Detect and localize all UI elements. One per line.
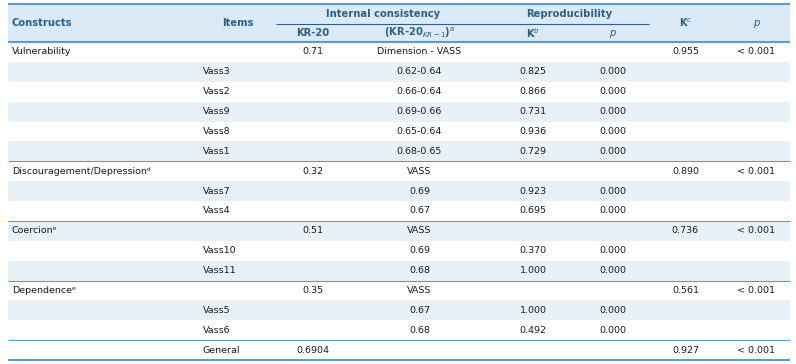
Text: 0.000: 0.000 (599, 147, 626, 156)
Text: Vass1: Vass1 (203, 147, 231, 156)
Text: 0.729: 0.729 (520, 147, 547, 156)
Text: 0.69: 0.69 (409, 246, 430, 255)
Text: 1.000: 1.000 (520, 266, 547, 275)
Text: 0.927: 0.927 (672, 345, 699, 355)
Bar (8, 181, 790, 201)
Text: 0.000: 0.000 (599, 246, 626, 255)
Text: < 0.001: < 0.001 (737, 345, 775, 355)
Text: Discouragement/Depressionᵈ: Discouragement/Depressionᵈ (12, 167, 150, 176)
Text: 0.32: 0.32 (302, 167, 323, 176)
Text: 0.69: 0.69 (409, 187, 430, 195)
Bar (8, 102, 790, 122)
Text: 0.731: 0.731 (520, 107, 547, 116)
Text: 0.67: 0.67 (409, 206, 430, 215)
Text: < 0.001: < 0.001 (737, 226, 775, 235)
Text: 0.561: 0.561 (672, 286, 699, 295)
Text: Vulnerability: Vulnerability (12, 47, 72, 56)
Text: 0.68: 0.68 (409, 266, 430, 275)
Text: Vass4: Vass4 (203, 206, 231, 215)
Text: 0.492: 0.492 (520, 326, 547, 335)
Bar (8, 141, 790, 161)
Text: 0.000: 0.000 (599, 187, 626, 195)
Text: 0.000: 0.000 (599, 306, 626, 315)
Text: K$^b$: K$^b$ (526, 26, 540, 40)
Text: Vass10: Vass10 (203, 246, 236, 255)
Text: < 0.001: < 0.001 (737, 286, 775, 295)
Text: General: General (203, 345, 240, 355)
Text: Vass7: Vass7 (203, 187, 231, 195)
Text: < 0.001: < 0.001 (737, 167, 775, 176)
Text: 0.955: 0.955 (672, 47, 699, 56)
Text: 0.000: 0.000 (599, 266, 626, 275)
Text: Vass5: Vass5 (203, 306, 231, 315)
Text: 0.6904: 0.6904 (296, 345, 329, 355)
Text: 0.000: 0.000 (599, 326, 626, 335)
Text: 0.68: 0.68 (409, 326, 430, 335)
Text: Internal consistency: Internal consistency (326, 9, 440, 19)
Text: VASS: VASS (408, 167, 431, 176)
Text: 0.000: 0.000 (599, 127, 626, 136)
Text: Vass6: Vass6 (203, 326, 231, 335)
Text: 0.71: 0.71 (302, 47, 323, 56)
Text: 0.67: 0.67 (409, 306, 430, 315)
Text: 0.51: 0.51 (302, 226, 323, 235)
Text: 0.936: 0.936 (520, 127, 547, 136)
Text: 0.000: 0.000 (599, 67, 626, 76)
Text: Constructs: Constructs (12, 18, 72, 28)
Text: Vass11: Vass11 (203, 266, 236, 275)
Bar (8, 62, 790, 82)
Text: Vass2: Vass2 (203, 87, 231, 96)
Text: KR-20: KR-20 (296, 28, 330, 38)
Bar (8, 4, 790, 42)
Bar (8, 300, 790, 320)
Text: p: p (610, 28, 616, 38)
Bar (8, 221, 790, 241)
Text: 0.65-0.64: 0.65-0.64 (396, 127, 442, 136)
Text: 0.000: 0.000 (599, 107, 626, 116)
Text: 0.890: 0.890 (672, 167, 699, 176)
Text: Vass8: Vass8 (203, 127, 231, 136)
Text: 0.695: 0.695 (520, 206, 547, 215)
Text: VASS: VASS (408, 226, 431, 235)
Text: 0.35: 0.35 (302, 286, 323, 295)
Text: Reproducibility: Reproducibility (526, 9, 613, 19)
Text: Items: Items (222, 18, 253, 28)
Text: 0.923: 0.923 (520, 187, 547, 195)
Text: 0.62-0.64: 0.62-0.64 (396, 67, 442, 76)
Text: < 0.001: < 0.001 (737, 47, 775, 56)
Text: 0.866: 0.866 (520, 87, 547, 96)
Text: 0.69-0.66: 0.69-0.66 (396, 107, 442, 116)
Text: Vass9: Vass9 (203, 107, 231, 116)
Text: VASS: VASS (408, 286, 431, 295)
Text: p: p (753, 18, 759, 28)
Text: Coercionᵉ: Coercionᵉ (12, 226, 57, 235)
Text: 0.370: 0.370 (520, 246, 547, 255)
Text: 0.66-0.64: 0.66-0.64 (396, 87, 442, 96)
Text: 0.825: 0.825 (520, 67, 547, 76)
Text: (KR-20$_{KR-1}$)$^a$: (KR-20$_{KR-1}$)$^a$ (384, 26, 455, 40)
Text: Dependenceᵉ: Dependenceᵉ (12, 286, 76, 295)
Text: 1.000: 1.000 (520, 306, 547, 315)
Text: 0.000: 0.000 (599, 87, 626, 96)
Bar (8, 261, 790, 281)
Text: Dimension - VASS: Dimension - VASS (377, 47, 462, 56)
Text: 0.68-0.65: 0.68-0.65 (396, 147, 442, 156)
Text: Vass3: Vass3 (203, 67, 231, 76)
Text: K$^c$: K$^c$ (679, 17, 693, 29)
Text: 0.736: 0.736 (672, 226, 699, 235)
Text: 0.000: 0.000 (599, 206, 626, 215)
